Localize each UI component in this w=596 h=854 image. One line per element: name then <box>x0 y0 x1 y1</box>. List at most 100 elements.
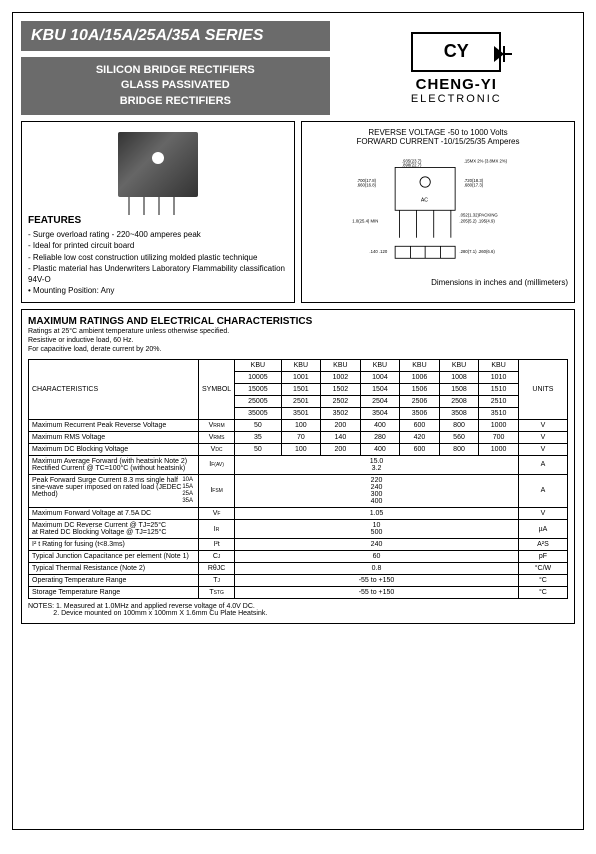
ratings-sub3: For capacitive load, derate current by 2… <box>28 345 568 354</box>
fwd-current: FORWARD CURRENT -10/15/25/35 Amperes <box>308 137 568 146</box>
dim-l: .280(7.1) .260(6.6) <box>459 249 495 254</box>
feature-item: Reliable low cost construction utilizing… <box>28 252 288 263</box>
part-number: 1502 <box>321 383 361 395</box>
part-number: 1506 <box>400 383 440 395</box>
header-row: KBU 10A/15A/25A/35A SERIES SILICON BRIDG… <box>21 21 575 115</box>
char-label: Maximum DC Reverse Current @ TJ=25°Cat R… <box>29 520 199 539</box>
notes: NOTES: 1. Measured at 1.0MHz and applied… <box>28 603 568 617</box>
part-number: 1510 <box>479 383 519 395</box>
part-number: 3502 <box>321 407 361 419</box>
char-label: Maximum Recurrent Peak Reverse Voltage <box>29 419 199 431</box>
ratings-sub: Ratings at 25°C ambient temperature unle… <box>28 327 568 354</box>
part-number: 3504 <box>360 407 400 419</box>
part-header: KBU <box>235 359 281 371</box>
note1: 1. Measured at 1.0MHz and applied revers… <box>56 603 255 610</box>
char-label: Maximum Average Forward (with heatsink N… <box>29 455 199 474</box>
feature-item: Ideal for printed circuit board <box>28 240 288 251</box>
value-cell: 700 <box>479 431 519 443</box>
value-cell: 600 <box>400 443 440 455</box>
unit-cell: °C <box>518 587 567 599</box>
unit-cell: A <box>518 455 567 474</box>
dim-i: .052(1.32)PACKING <box>459 212 497 217</box>
unit-cell: µA <box>518 520 567 539</box>
part-header: KBU <box>479 359 519 371</box>
char-label: Operating Temperature Range <box>29 575 199 587</box>
value-span: 1.05 <box>235 508 519 520</box>
value-span: -55 to +150 <box>235 587 519 599</box>
part-number: 2510 <box>479 395 519 407</box>
features-heading: FEATURES <box>28 215 288 226</box>
char-label: Maximum DC Blocking Voltage <box>29 443 199 455</box>
value-cell: 200 <box>321 443 361 455</box>
component-image <box>118 132 198 197</box>
part-number: 2501 <box>281 395 321 407</box>
value-cell: 800 <box>439 443 479 455</box>
notes-heading: NOTES: <box>28 603 54 610</box>
ratings-heading: MAXIMUM RATINGS AND ELECTRICAL CHARACTER… <box>28 316 568 327</box>
header-left: KBU 10A/15A/25A/35A SERIES SILICON BRIDG… <box>21 21 330 115</box>
subtitle-bar: SILICON BRIDGE RECTIFIERS GLASS PASSIVAT… <box>21 57 330 115</box>
unit-cell: pF <box>518 551 567 563</box>
unit-cell: A²S <box>518 539 567 551</box>
dimensions-box: REVERSE VOLTAGE -50 to 1000 Volts FORWAR… <box>301 121 575 303</box>
svg-text:AC: AC <box>421 198 428 204</box>
brand-name: CHENG-YI <box>416 76 497 93</box>
subtitle-line3: BRIDGE RECTIFIERS <box>31 94 320 109</box>
symbol: IF(AV) <box>199 455 235 474</box>
symbol: VRMS <box>199 431 235 443</box>
value-span: 60 <box>235 551 519 563</box>
char-header: CHARACTERISTICS <box>29 359 199 419</box>
unit-cell: °C/W <box>518 563 567 575</box>
value-span: -55 to +150 <box>235 575 519 587</box>
value-cell: 800 <box>439 419 479 431</box>
char-label: Typical Junction Capacitance per element… <box>29 551 199 563</box>
char-label: Peak Forward Surge Current 8.3 ms single… <box>29 474 199 508</box>
dimension-diagram: AC .935(23.7) .898(22.7) .15MX 2% (3.8MX… <box>308 152 568 272</box>
value-cell: 100 <box>281 419 321 431</box>
value-span: 0.8 <box>235 563 519 575</box>
subtitle-line2: GLASS PASSIVATED <box>31 78 320 93</box>
units-header: UNITS <box>518 359 567 419</box>
part-number: 3510 <box>479 407 519 419</box>
dim-c: .15MX 2% (3.8MX 2%) <box>464 158 508 163</box>
diode-icon <box>484 42 514 66</box>
info-row: FEATURES Surge overload rating - 220~400… <box>21 121 575 303</box>
part-number: 1501 <box>281 383 321 395</box>
dim-label: Dimensions in inches and (millimeters) <box>308 278 568 287</box>
dim-e: .660(16.8) <box>357 182 377 187</box>
unit-cell: °C <box>518 575 567 587</box>
value-cell: 400 <box>360 443 400 455</box>
value-cell: 560 <box>439 431 479 443</box>
dim-b: .898(22.7) <box>402 163 422 168</box>
feature-item: Surge overload rating - 220~400 amperes … <box>28 229 288 240</box>
value-cell: 1000 <box>479 419 519 431</box>
value-span: 220240300400 <box>235 474 519 508</box>
symbol: VDC <box>199 443 235 455</box>
features-list: Surge overload rating - 220~400 amperes … <box>28 229 288 296</box>
part-number: 15005 <box>235 383 281 395</box>
symbol-header: SYMBOL <box>199 359 235 419</box>
unit-cell: A <box>518 474 567 508</box>
value-span: 15.03.2 <box>235 455 519 474</box>
brand-sub: ELECTRONIC <box>411 93 502 105</box>
unit-cell: V <box>518 431 567 443</box>
value-span: 10500 <box>235 520 519 539</box>
part-number: 1001 <box>281 371 321 383</box>
part-number: 3506 <box>400 407 440 419</box>
value-cell: 50 <box>235 443 281 455</box>
value-cell: 400 <box>360 419 400 431</box>
part-number: 2506 <box>400 395 440 407</box>
logo-text: CY <box>444 41 469 62</box>
value-cell: 140 <box>321 431 361 443</box>
value-cell: 200 <box>321 419 361 431</box>
symbol: TJ <box>199 575 235 587</box>
unit-cell: V <box>518 419 567 431</box>
value-cell: 1000 <box>479 443 519 455</box>
value-cell: 70 <box>281 431 321 443</box>
part-header: KBU <box>321 359 361 371</box>
part-number: 1010 <box>479 371 519 383</box>
unit-cell: V <box>518 443 567 455</box>
part-header: KBU <box>281 359 321 371</box>
part-header: KBU <box>400 359 440 371</box>
part-number: 2508 <box>439 395 479 407</box>
